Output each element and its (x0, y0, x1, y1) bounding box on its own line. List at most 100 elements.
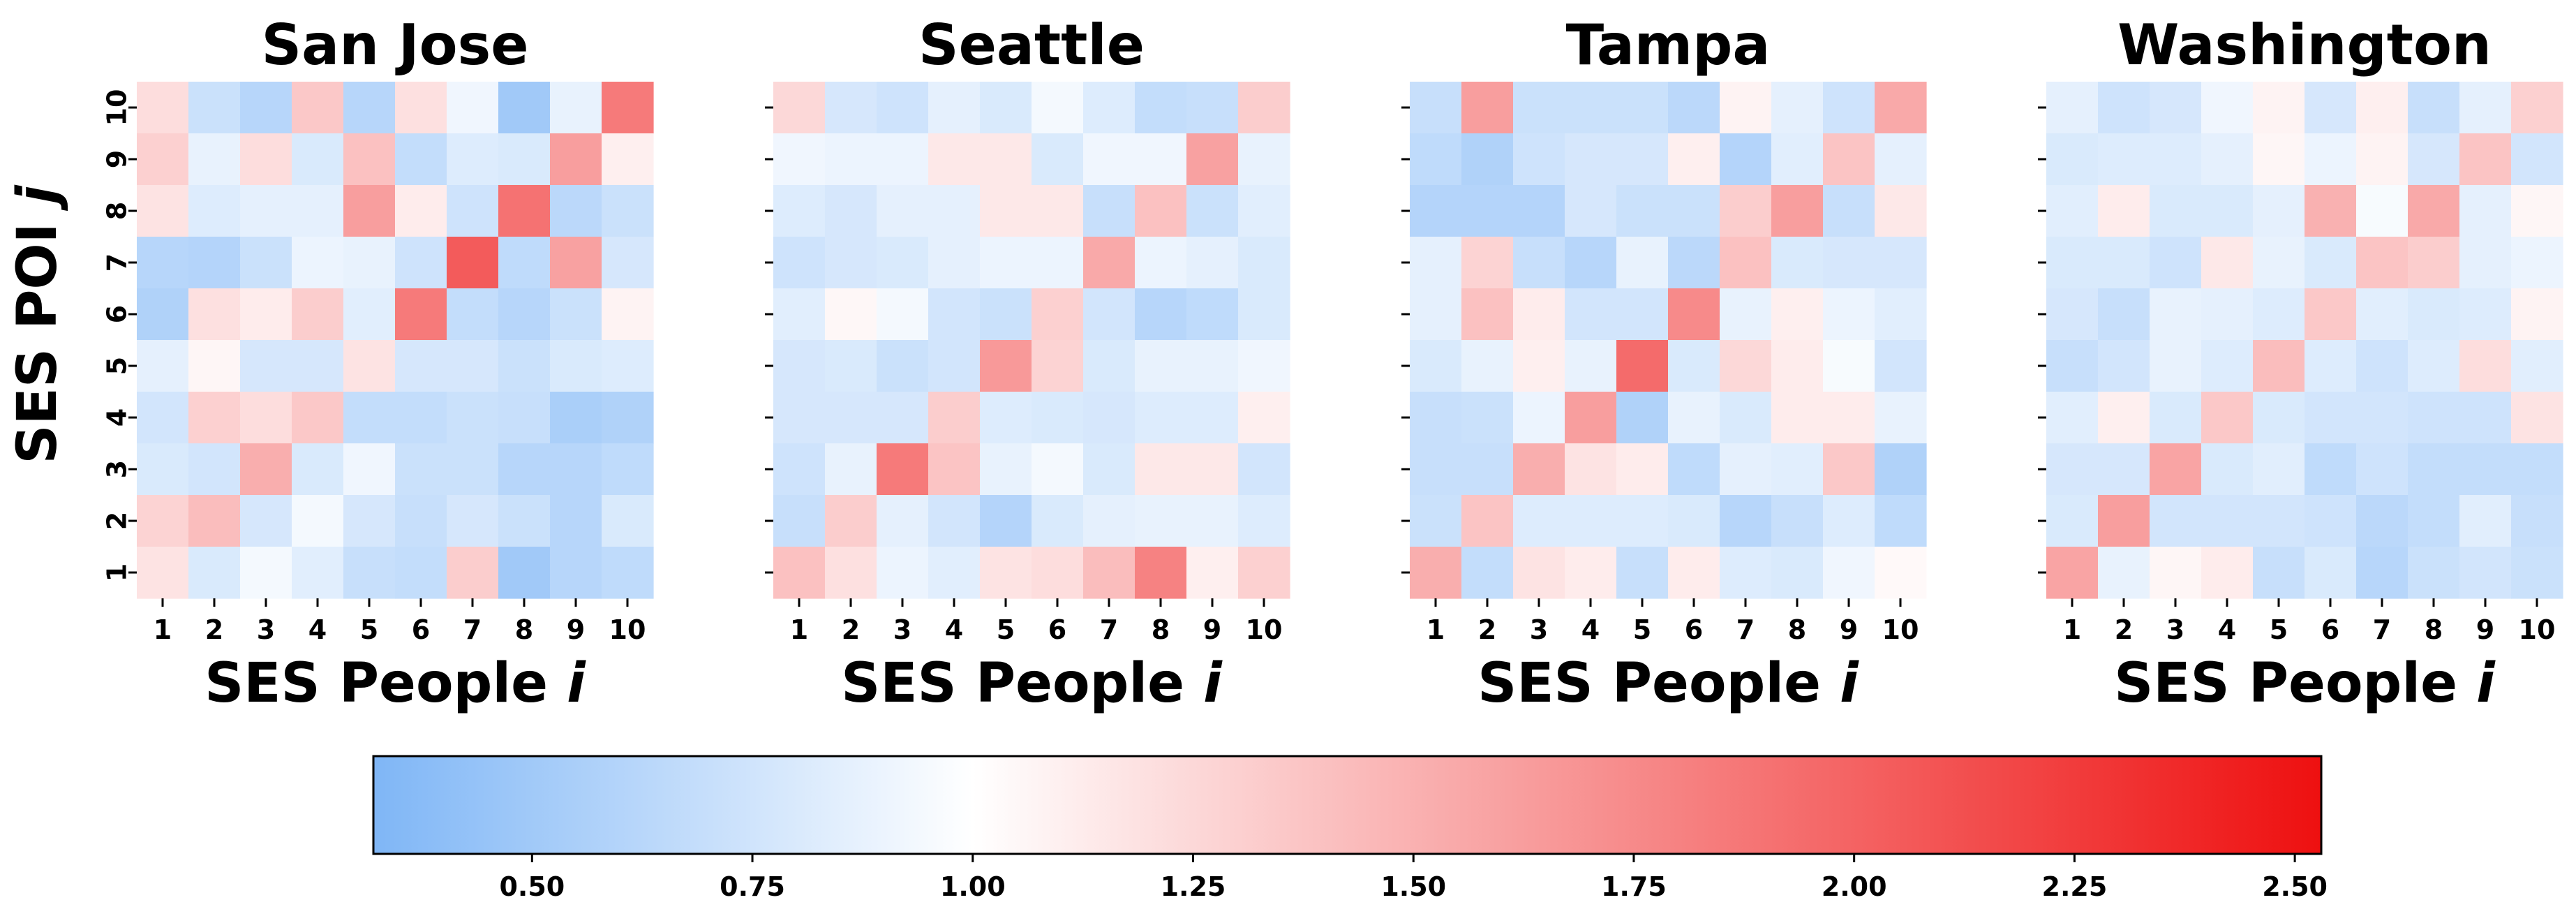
heatmap-cell: San Jose i=8 j=2: 0.72 (498, 495, 551, 547)
heatmap-cell: San Jose i=2 j=5: 1.06 (188, 340, 241, 392)
colorbar (372, 755, 2323, 855)
heatmap-cell: Washington i=8 j=5: 0.82 (2408, 340, 2460, 392)
heatmap-cell: Seattle i=1 j=4: 0.78 (773, 392, 826, 444)
heatmap-cell: Washington i=7 j=2: 0.64 (2356, 495, 2409, 547)
heatmap-cell: Seattle i=2 j=4: 0.78 (825, 392, 877, 444)
heatmap-cell: Tampa i=7 j=4: 0.8 (1720, 392, 1772, 444)
heatmap-cell: Washington i=2 j=2: 1.62 (2098, 495, 2150, 547)
heatmap-cell: Seattle i=5 j=2: 0.6 (980, 495, 1032, 547)
heatmap-cell: San Jose i=8 j=10: 0.5 (498, 82, 551, 134)
heatmap-cell: Washington i=9 j=8: 0.86 (2459, 185, 2512, 237)
heatmap-cell: San Jose i=9 j=3: 0.62 (550, 443, 602, 496)
heatmap-cell: San Jose i=7 j=8: 0.74 (447, 185, 499, 237)
heatmap-cell: San Jose i=7 j=1: 1.32 (447, 547, 499, 599)
x-tick-label: 1 (1427, 614, 1445, 645)
heatmap-cell: Tampa i=6 j=10: 0.64 (1668, 82, 1720, 134)
heatmap-cell: San Jose i=1 j=7: 0.62 (137, 237, 189, 289)
heatmap-cell: Tampa i=1 j=7: 0.86 (1410, 237, 1462, 289)
heatmap-cell: Washington i=1 j=2: 0.8 (2046, 495, 2099, 547)
heatmap-cell: Washington i=2 j=6: 0.7 (2098, 288, 2150, 341)
heatmap-cell: Tampa i=4 j=2: 0.82 (1565, 495, 1617, 547)
heatmap-cell: Washington i=5 j=2: 0.76 (2253, 495, 2305, 547)
heatmap-cell: Washington i=7 j=10: 1.1 (2356, 82, 2409, 134)
heatmap-cell: San Jose i=4 j=3: 0.8 (292, 443, 344, 496)
heatmap-cell: Tampa i=5 j=4: 0.58 (1616, 392, 1669, 444)
heatmap-cell: Washington i=10 j=1: 0.72 (2511, 547, 2563, 599)
heatmap-cell: Tampa i=6 j=9: 1.1 (1668, 133, 1720, 186)
heatmap-cell: Washington i=4 j=3: 0.8 (2201, 443, 2254, 496)
heatmap-cell: Tampa i=4 j=7: 0.62 (1565, 237, 1617, 289)
heatmap-cell: Washington i=4 j=8: 0.8 (2201, 185, 2254, 237)
y-tick-label: 9 (102, 150, 133, 168)
x-tick-label: 4 (945, 614, 963, 645)
heatmap-cell: Tampa i=8 j=8: 1.62 (1771, 185, 1824, 237)
heatmap-cell: Seattle i=8 j=2: 0.88 (1135, 495, 1187, 547)
heatmap-cell: Washington i=6 j=10: 0.78 (2305, 82, 2357, 134)
heatmap-cell: Washington i=2 j=5: 0.76 (2098, 340, 2150, 392)
heatmap-cell: Tampa i=9 j=2: 0.82 (1823, 495, 1875, 547)
heatmap-cell: San Jose i=4 j=4: 1.35 (292, 392, 344, 444)
heatmap-cell: Seattle i=4 j=8: 0.86 (928, 185, 981, 237)
heatmap-cell: Seattle i=4 j=4: 1.32 (928, 392, 981, 444)
heatmap-cell: Seattle i=6 j=5: 1.28 (1032, 340, 1084, 392)
heatmap-cell: Seattle i=1 j=9: 0.92 (773, 133, 826, 186)
heatmap-cell: Tampa i=4 j=5: 0.88 (1565, 340, 1617, 392)
heatmap-cell: Tampa i=2 j=1: 0.68 (1461, 547, 1514, 599)
heatmap-cell: Washington i=6 j=3: 0.66 (2305, 443, 2357, 496)
heatmap-cell: Seattle i=6 j=7: 0.9 (1032, 237, 1084, 289)
heatmap-cell: Seattle i=1 j=1: 1.4 (773, 547, 826, 599)
heatmap-cell: San Jose i=1 j=10: 1.22 (137, 82, 189, 134)
heatmap-cell: Seattle i=3 j=2: 0.86 (877, 495, 929, 547)
heatmap-cell: Tampa i=2 j=4: 0.72 (1461, 392, 1514, 444)
heatmap-cell: Washington i=3 j=2: 0.76 (2150, 495, 2202, 547)
heatmap-cell: Washington i=7 j=1: 0.62 (2356, 547, 2409, 599)
heatmap-cell: Seattle i=1 j=10: 1.25 (773, 82, 826, 134)
heatmap-cell: Tampa i=8 j=2: 0.7 (1771, 495, 1824, 547)
heatmap-cell: Seattle i=6 j=9: 0.8 (1032, 133, 1084, 186)
x-axis-label: SES People i (2114, 652, 2496, 715)
heatmap-cell: Tampa i=5 j=10: 0.72 (1616, 82, 1669, 134)
heatmap-cell: Washington i=5 j=6: 0.82 (2253, 288, 2305, 341)
heatmap-cell: Seattle i=8 j=10: 0.68 (1135, 82, 1187, 134)
x-tick-label: 10 (1882, 614, 1919, 645)
heatmap-cell: San Jose i=5 j=5: 1.18 (343, 340, 396, 392)
heatmap-cell: San Jose i=3 j=8: 0.86 (240, 185, 292, 237)
heatmap-cell: Seattle i=4 j=9: 1.15 (928, 133, 981, 186)
heatmap-cell: San Jose i=10 j=1: 0.66 (602, 547, 654, 599)
heatmap-cell: Washington i=2 j=10: 0.74 (2098, 82, 2150, 134)
x-tick-label: 3 (2166, 614, 2184, 645)
heatmap-cell: Seattle i=4 j=7: 0.86 (928, 237, 981, 289)
x-tick-label: 5 (360, 614, 378, 645)
heatmap-cell: Seattle i=10 j=6: 0.8 (1238, 288, 1290, 341)
heatmap-cell: Tampa i=4 j=8: 0.78 (1565, 185, 1617, 237)
heatmap-cell: Washington i=9 j=7: 0.86 (2459, 237, 2512, 289)
heatmap-cell: Seattle i=1 j=2: 0.7 (773, 495, 826, 547)
heatmap-cell: Washington i=3 j=6: 0.88 (2150, 288, 2202, 341)
heatmap-cell: San Jose i=3 j=2: 0.78 (240, 495, 292, 547)
heatmap-cell: Seattle i=6 j=4: 0.8 (1032, 392, 1084, 444)
heatmap-cell: Washington i=3 j=8: 0.8 (2150, 185, 2202, 237)
heatmap-cell: Tampa i=6 j=3: 0.66 (1668, 443, 1720, 496)
heatmap-cell: Washington i=10 j=7: 0.9 (2511, 237, 2563, 289)
heatmap-cell: Tampa i=4 j=3: 1.18 (1565, 443, 1617, 496)
colorbar-tick-label: 1.75 (1601, 871, 1667, 902)
heatmap-cell: San Jose i=10 j=9: 1.1 (602, 133, 654, 186)
heatmap-cell: San Jose i=1 j=4: 0.76 (137, 392, 189, 444)
heatmap-cell: Tampa i=2 j=10: 1.62 (1461, 82, 1514, 134)
heatmap-panel-2: SeattleSeattle i=1 j=10: 1.25Seattle i=2… (765, 13, 1290, 715)
heatmap-cell: Washington i=8 j=8: 1.55 (2408, 185, 2460, 237)
heatmap-cell: Tampa i=9 j=6: 0.9 (1823, 288, 1875, 341)
heatmap-cell: Washington i=8 j=1: 0.72 (2408, 547, 2460, 599)
heatmap-cell: Washington i=2 j=4: 1.1 (2098, 392, 2150, 444)
heatmap-cell: Seattle i=6 j=2: 0.8 (1032, 495, 1084, 547)
heatmap-cell: Tampa i=10 j=8: 1.15 (1875, 185, 1927, 237)
heatmap-cell: Washington i=5 j=8: 0.86 (2253, 185, 2305, 237)
y-tick-label: 3 (102, 460, 133, 478)
heatmap-cell: Seattle i=9 j=8: 0.72 (1186, 185, 1239, 237)
heatmap-cell: Seattle i=3 j=3: 1.85 (877, 443, 929, 496)
heatmap-cell: Tampa i=1 j=8: 0.6 (1410, 185, 1462, 237)
y-tick-label: 2 (102, 512, 133, 530)
heatmap-cell: Tampa i=4 j=10: 0.72 (1565, 82, 1617, 134)
heatmap-cell: Seattle i=4 j=3: 1.38 (928, 443, 981, 496)
x-axis-label: SES People i (1477, 652, 1859, 715)
